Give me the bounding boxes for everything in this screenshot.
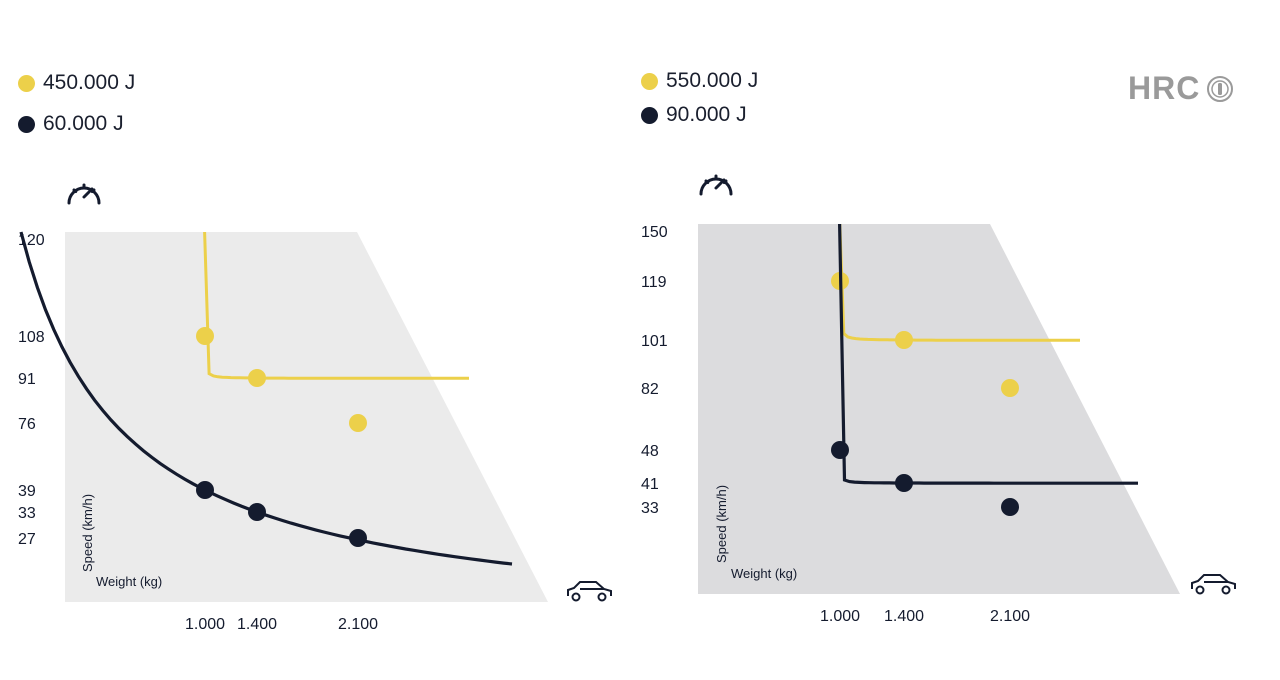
data-point [1001,379,1019,397]
chart-panel [65,232,548,602]
x-tick-label: 1.000 [185,616,225,633]
legend-swatch [641,72,658,90]
y-axis-title: Speed (km/h) [714,485,729,563]
x-axis-title: Weight (kg) [731,566,797,581]
y-tick-label: 39 [18,483,36,500]
brand-logo: HRC [1128,70,1234,107]
data-point [895,474,913,492]
y-tick-label: 33 [641,500,659,517]
car-icon [1191,574,1236,595]
x-ticks: 1.000 1.400 2.100 [185,616,378,633]
data-point [248,503,266,521]
y-tick-label: 33 [18,505,36,522]
seal-icon [1207,75,1234,102]
x-tick-label: 1.400 [884,608,924,625]
legend-item: 90.000 J [641,103,747,127]
legend-swatch [641,106,658,124]
y-tick-label: 41 [641,476,659,493]
legend-label: 90.000 J [666,103,747,126]
series-line [838,223,1080,342]
x-tick-label: 1.000 [820,608,860,625]
legend-swatch [18,115,35,133]
x-tick-label: 1.400 [237,616,277,633]
data-point [349,414,367,432]
x-ticks: 1.000 1.400 2.100 [820,608,1030,625]
car-icon [567,581,612,602]
y-tick-label: 91 [18,371,36,388]
data-point [248,369,266,387]
y-tick-label: 119 [641,274,667,291]
brand-name: HRC [1128,70,1201,106]
y-tick-label: 82 [641,381,659,398]
series-layer [831,223,1138,516]
chart-panel [698,224,1180,594]
legend-item: 450.000 J [18,71,135,95]
chart-left: Weight (kg) Speed (km/h) 120108917639332… [18,183,612,633]
legend-label: 550.000 J [666,69,759,92]
legend-item: 60.000 J [18,112,124,136]
y-tick-label: 101 [641,333,668,350]
data-point [196,481,214,499]
legend-label: 60.000 J [43,112,124,135]
series-layer [19,231,513,566]
x-axis-title: Weight (kg) [96,574,162,589]
y-tick-label: 108 [18,329,45,346]
data-point [1001,498,1019,516]
data-point [895,331,913,349]
legend-swatch [18,74,35,92]
chart-right: Weight (kg) Speed (km/h) 150 119 101 82 48 41… [641,174,1236,625]
data-point [196,327,214,345]
data-point [831,441,849,459]
speedometer-icon [699,174,733,196]
y-tick-label: 76 [18,416,36,433]
x-tick-label: 2.100 [338,616,378,633]
y-tick-label: 150 [641,224,668,241]
legend-label: 450.000 J [43,71,136,94]
x-tick-label: 2.100 [990,608,1030,625]
y-tick-label: 48 [641,443,659,460]
y-axis-title: Speed (km/h) [80,494,95,572]
series-line [19,231,513,566]
y-ticks: 150 119 101 82 48 41 33 [641,224,668,517]
series-line [838,223,1138,485]
legend-item: 550.000 J [641,69,758,93]
speedometer-icon [67,183,101,205]
y-tick-label: 27 [18,531,36,548]
data-point [349,529,367,547]
